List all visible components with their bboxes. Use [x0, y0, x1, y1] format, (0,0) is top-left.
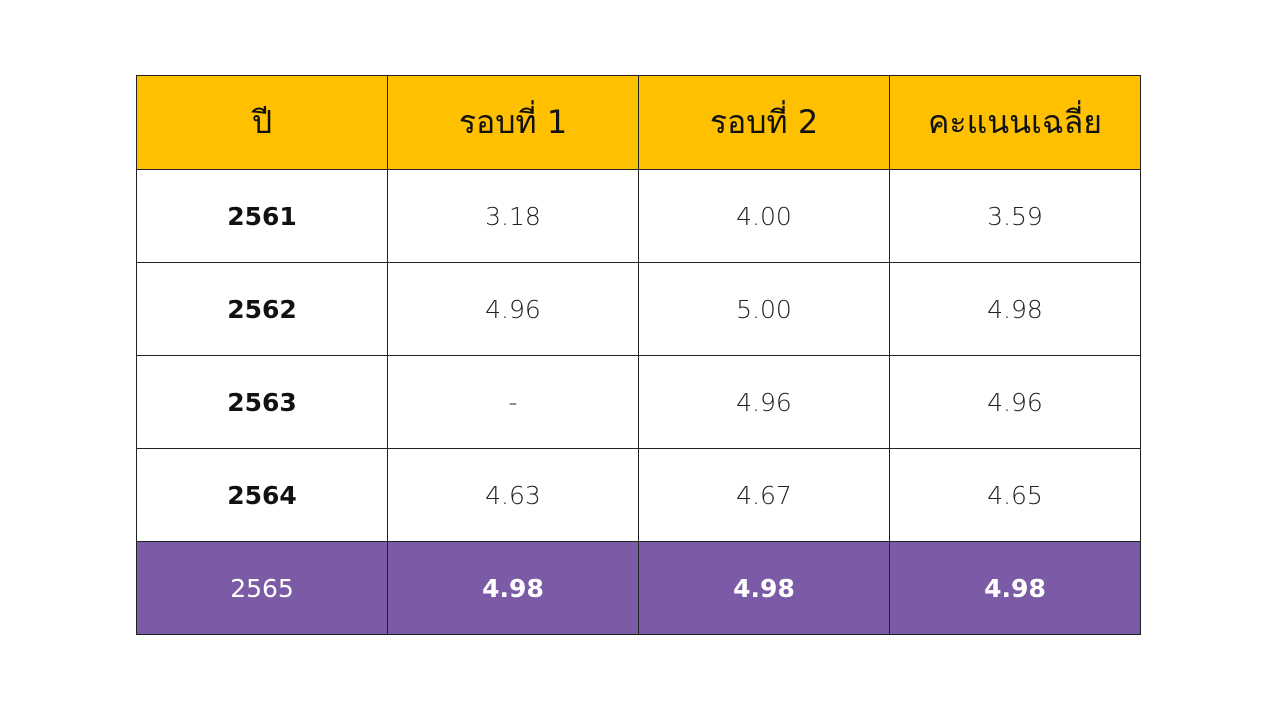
value-cell: 4.98 [889, 541, 1141, 635]
value-cell: 4.96 [638, 355, 890, 449]
value-cell: 4.96 [387, 262, 639, 356]
value-cell: 4.63 [387, 448, 639, 542]
data-row: 2565 4.98 4.98 4.98 [136, 541, 1141, 635]
header-cell: รอบที่ 2 [638, 75, 890, 170]
value-cell: 4.00 [638, 169, 890, 263]
score-table: ปี รอบที่ 1 รอบที่ 2 คะแนนเฉลี่ย 2561 3.18 4.0… [136, 75, 1141, 635]
value-cell: 4.98 [889, 262, 1141, 356]
value-cell: 4.96 [889, 355, 1141, 449]
header-cell: รอบที่ 1 [387, 75, 639, 170]
year-cell: 2563 [136, 355, 388, 449]
value-cell: 4.67 [638, 448, 890, 542]
data-row: 2564 4.63 4.67 4.65 [136, 448, 1141, 542]
year-cell: 2561 [136, 169, 388, 263]
value-cell: 5.00 [638, 262, 890, 356]
value-cell: 4.98 [638, 541, 890, 635]
value-cell: 4.98 [387, 541, 639, 635]
data-row: 2561 3.18 4.00 3.59 [136, 169, 1141, 263]
header-cell: คะแนนเฉลี่ย [889, 75, 1141, 170]
value-cell: - [387, 355, 639, 449]
header-row: ปี รอบที่ 1 รอบที่ 2 คะแนนเฉลี่ย [136, 75, 1141, 170]
header-cell: ปี [136, 75, 388, 170]
year-cell: 2562 [136, 262, 388, 356]
value-cell: 3.18 [387, 169, 639, 263]
year-cell: 2564 [136, 448, 388, 542]
data-row: 2563-4.96 4.96 [136, 355, 1141, 449]
year-cell: 2565 [136, 541, 388, 635]
data-row: 2562 4.96 5.00 4.98 [136, 262, 1141, 356]
value-cell: 4.65 [889, 448, 1141, 542]
value-cell: 3.59 [889, 169, 1141, 263]
